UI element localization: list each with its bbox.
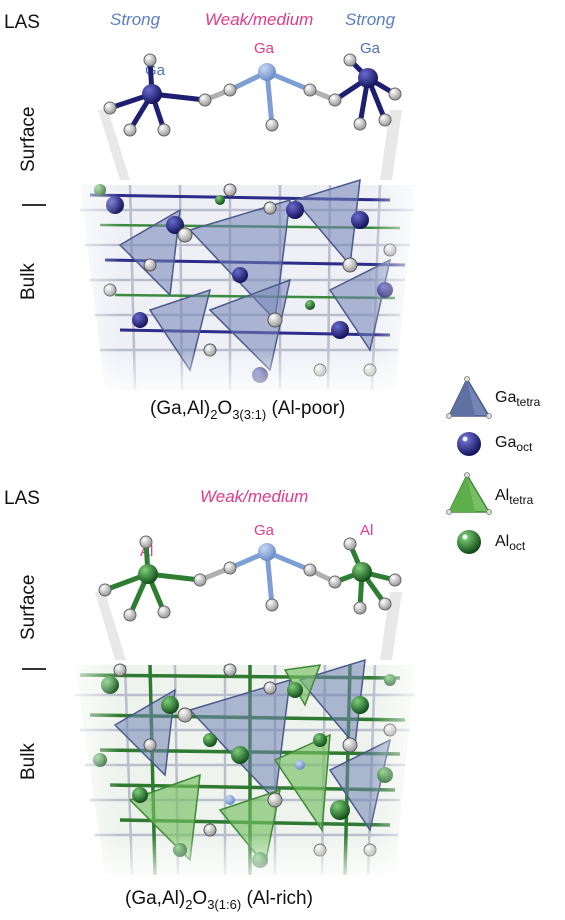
ga-tetra-icon (446, 376, 492, 419)
al-tetra-icon (446, 472, 492, 515)
bottom-bulk-lattice (60, 658, 430, 885)
bottom-divider-tick (22, 668, 46, 670)
top-atom-label-center: Ga (254, 40, 275, 57)
legend-label-al-oct: Aloct (495, 533, 526, 554)
top-surface-atoms (103, 53, 402, 137)
bottom-al-oct-atom-right (352, 562, 372, 582)
bottom-surface-label: Surface (18, 574, 39, 640)
top-structure-diagram (60, 53, 430, 400)
bottom-structure-diagram (60, 535, 430, 885)
ga-oct-icon (457, 432, 481, 456)
top-bulk-label: Bulk (18, 263, 39, 300)
bottom-site-label-center: Weak/medium (200, 487, 309, 506)
top-ga-oct-atom-left (142, 84, 162, 104)
bottom-ga-tetra-atom-center (258, 543, 276, 561)
top-formula: (Ga,Al)2O3(3:1) (Al-poor) (150, 398, 346, 422)
legend-label-ga-tetra: Gatetra (495, 389, 541, 410)
bottom-surface-atoms (98, 535, 402, 622)
top-surface-label: Surface (18, 106, 39, 172)
top-site-label-right: Strong (345, 10, 396, 29)
top-ga-oct-atom-right (358, 68, 378, 88)
top-divider-tick (22, 204, 46, 206)
bottom-las-label: LAS (4, 488, 40, 509)
bottom-formula: (Ga,Al)2O3(1:6) (Al-rich) (125, 888, 313, 912)
top-bulk-lattice (60, 178, 430, 400)
top-site-label-left: Strong (110, 10, 161, 29)
top-ga-tetra-atom-center (258, 63, 276, 81)
bottom-al-oct-atom-left (138, 564, 158, 584)
bottom-bulk-label: Bulk (18, 743, 39, 780)
top-atom-label-right: Ga (360, 40, 381, 57)
bottom-atom-label-center: Ga (254, 522, 275, 539)
legend-label-al-tetra: Altetra (495, 487, 534, 508)
legend-label-ga-oct: Gaoct (495, 434, 533, 455)
al-oct-icon (457, 530, 481, 554)
bottom-atom-label-right: Al (360, 522, 374, 539)
top-site-label-center: Weak/medium (205, 10, 314, 29)
top-las-label: LAS (4, 12, 40, 33)
